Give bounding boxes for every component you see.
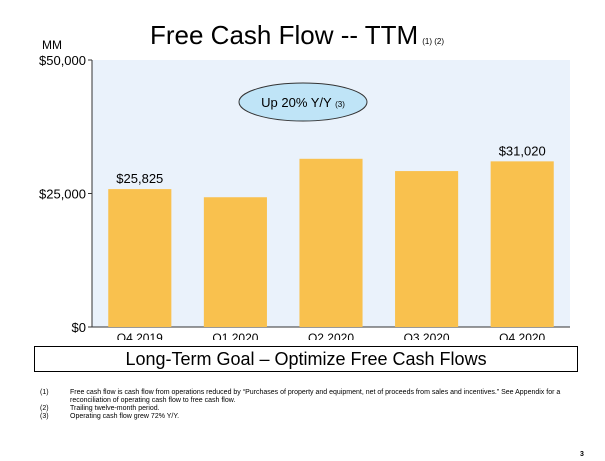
- x-tick-label: Q1 2020: [212, 331, 258, 340]
- x-tick-label: Q2 2020: [308, 331, 354, 340]
- footnote-mark: (2): [40, 405, 49, 412]
- footnote-text: Trailing twelve-month period.: [70, 405, 160, 412]
- y-tick-label: $25,000: [39, 187, 86, 202]
- unit-label: MM: [42, 38, 62, 52]
- long-term-goal-callout: Long-Term Goal – Optimize Free Cash Flow…: [34, 346, 578, 372]
- y-tick-label: $50,000: [39, 53, 86, 68]
- bar: [395, 171, 459, 327]
- bar-chart: $0 $25,000 $50,000 Q4 2019 $25,825 Q1 2020 Q2 …: [39, 53, 570, 340]
- x-tick-label: Q4 2019: [117, 331, 163, 340]
- bar: [108, 189, 172, 327]
- annotation-main-text: Up 20% Y/Y: [261, 95, 335, 110]
- footnote-mark: (3): [40, 413, 49, 420]
- page-number: 3: [580, 451, 584, 458]
- footnotes: (1) Free cash flow is cash flow from oper…: [40, 389, 585, 421]
- x-tick-label: Q3 2020: [404, 331, 450, 340]
- footnote-2: (2) Trailing twelve-month period.: [40, 405, 585, 413]
- footnote-3: (3) Operating cash flow grew 72% Y/Y.: [40, 413, 585, 421]
- annotation-bubble: [238, 82, 368, 122]
- annotation-text: Up 20% Y/Y (3): [261, 95, 345, 110]
- data-label: $25,825: [116, 171, 163, 186]
- footnote-text: Free cash flow is cash flow from operati…: [70, 389, 561, 404]
- bar: [299, 158, 363, 327]
- bar: [490, 161, 554, 327]
- footnote-text: Operating cash flow grew 72% Y/Y.: [70, 413, 180, 420]
- data-label: $31,020: [499, 143, 546, 158]
- bar: [203, 197, 267, 327]
- title-footnote-refs: (1) (2): [422, 37, 444, 46]
- y-tick-label: $0: [72, 320, 86, 335]
- x-tick-label: Q4 2020: [499, 331, 545, 340]
- title-text: Free Cash Flow -- TTM: [150, 20, 419, 50]
- long-term-goal-text: Long-Term Goal – Optimize Free Cash Flow…: [125, 348, 487, 369]
- page-title: Free Cash Flow -- TTM (1) (2): [150, 20, 480, 51]
- footnote-mark: (1): [40, 389, 49, 396]
- annotation-footnote-ref: (3): [335, 100, 345, 109]
- footnote-1: (1) Free cash flow is cash flow from oper…: [40, 389, 585, 405]
